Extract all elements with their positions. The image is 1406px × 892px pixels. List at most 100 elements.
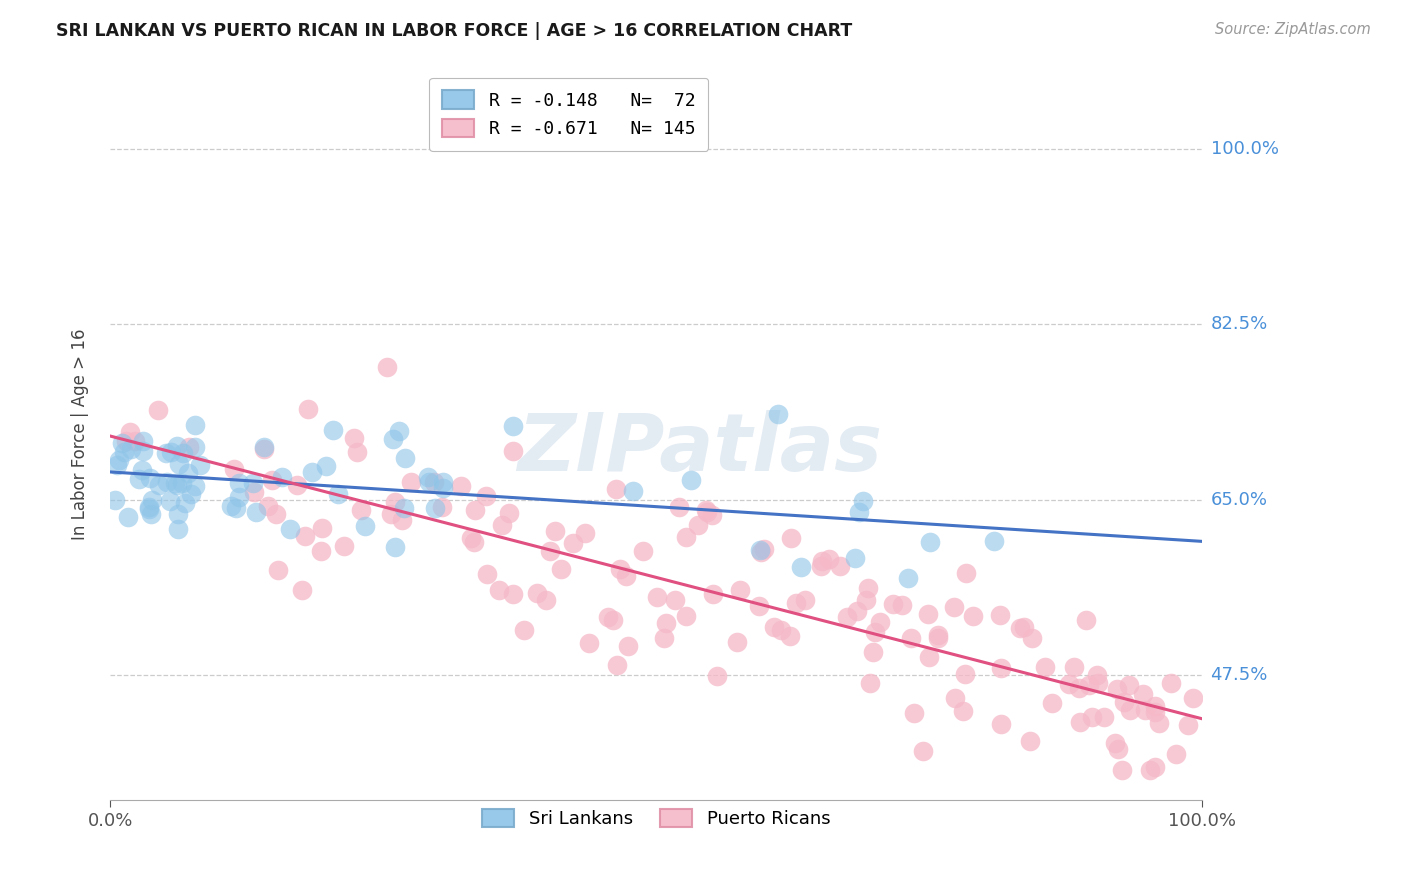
Point — [983, 534, 1005, 549]
Point — [264, 507, 287, 521]
Point — [1177, 718, 1199, 732]
Point — [1069, 715, 1091, 730]
Point — [702, 587, 724, 601]
Point — [762, 620, 785, 634]
Point — [1164, 747, 1187, 761]
Point — [1008, 621, 1031, 635]
Point — [911, 744, 934, 758]
Point — [1118, 704, 1140, 718]
Point — [502, 443, 524, 458]
Point — [852, 494, 875, 508]
Point — [394, 451, 416, 466]
Point — [953, 666, 976, 681]
Point — [655, 615, 678, 630]
Point — [174, 495, 197, 509]
Point — [311, 520, 333, 534]
Point — [167, 457, 190, 471]
Point — [1104, 736, 1126, 750]
Point — [1132, 686, 1154, 700]
Point — [920, 535, 942, 549]
Point — [962, 609, 984, 624]
Point — [1144, 699, 1167, 714]
Point — [664, 592, 686, 607]
Text: 65.0%: 65.0% — [1211, 491, 1268, 508]
Point — [333, 539, 356, 553]
Point — [464, 503, 486, 517]
Point — [294, 528, 316, 542]
Point — [1018, 733, 1040, 747]
Point — [652, 631, 675, 645]
Point — [562, 536, 585, 550]
Point — [291, 582, 314, 597]
Point — [835, 610, 858, 624]
Point — [416, 469, 439, 483]
Point — [1067, 681, 1090, 695]
Point — [271, 470, 294, 484]
Point — [1111, 763, 1133, 777]
Point — [602, 613, 624, 627]
Point — [1014, 619, 1036, 633]
Point — [346, 444, 368, 458]
Point — [621, 483, 644, 498]
Point — [1139, 763, 1161, 777]
Point — [177, 440, 200, 454]
Point — [785, 596, 807, 610]
Point — [1085, 668, 1108, 682]
Point — [1107, 742, 1129, 756]
Point — [1033, 660, 1056, 674]
Point — [891, 598, 914, 612]
Point — [855, 593, 877, 607]
Point — [138, 502, 160, 516]
Point — [423, 501, 446, 516]
Point — [326, 487, 349, 501]
Point — [534, 593, 557, 607]
Point — [943, 691, 966, 706]
Point — [418, 475, 440, 489]
Point — [382, 432, 405, 446]
Point — [491, 517, 513, 532]
Point — [609, 562, 631, 576]
Point — [882, 597, 904, 611]
Point — [432, 481, 454, 495]
Point — [156, 475, 179, 489]
Point — [1118, 678, 1140, 692]
Point — [155, 446, 177, 460]
Point — [172, 446, 194, 460]
Point — [141, 507, 163, 521]
Point — [322, 424, 344, 438]
Point — [120, 442, 142, 456]
Point — [856, 581, 879, 595]
Point — [267, 563, 290, 577]
Text: 82.5%: 82.5% — [1211, 315, 1268, 333]
Point — [578, 636, 600, 650]
Point — [260, 473, 283, 487]
Point — [1133, 703, 1156, 717]
Point — [686, 517, 709, 532]
Point — [1160, 676, 1182, 690]
Point — [167, 522, 190, 536]
Point — [166, 477, 188, 491]
Point — [617, 639, 640, 653]
Point — [1107, 681, 1129, 696]
Point — [706, 669, 728, 683]
Point — [502, 587, 524, 601]
Point — [488, 583, 510, 598]
Point — [859, 676, 882, 690]
Point — [817, 552, 839, 566]
Point — [105, 458, 128, 472]
Point — [1149, 716, 1171, 731]
Point — [184, 440, 207, 454]
Point — [377, 360, 399, 375]
Point — [114, 434, 136, 449]
Point — [354, 519, 377, 533]
Point — [380, 507, 402, 521]
Point — [955, 566, 977, 581]
Point — [779, 532, 801, 546]
Point — [695, 502, 717, 516]
Point — [725, 635, 748, 649]
Text: 100.0%: 100.0% — [1211, 140, 1278, 158]
Text: SRI LANKAN VS PUERTO RICAN IN LABOR FORCE | AGE > 16 CORRELATION CHART: SRI LANKAN VS PUERTO RICAN IN LABOR FORC… — [56, 22, 852, 40]
Point — [1181, 691, 1204, 706]
Point — [384, 494, 406, 508]
Point — [865, 625, 887, 640]
